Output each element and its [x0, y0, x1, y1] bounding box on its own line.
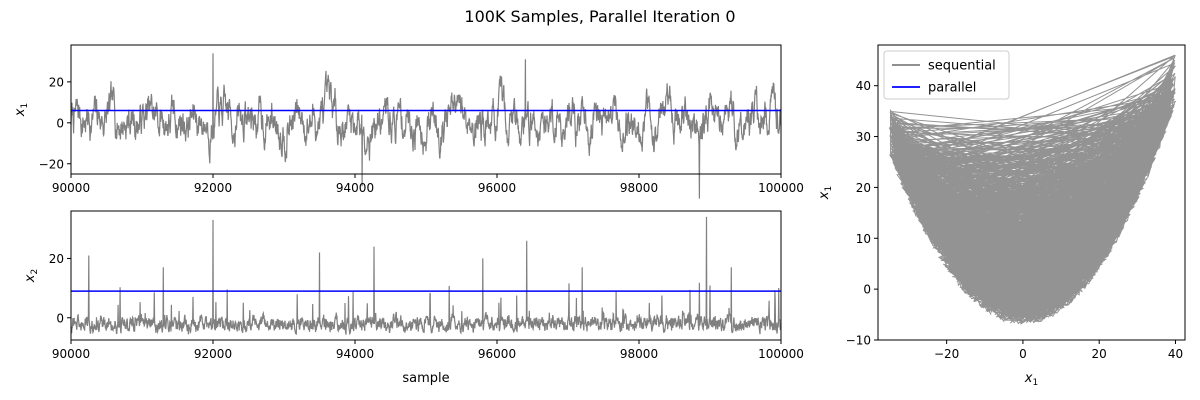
y-axis-label: x1 [13, 103, 30, 117]
plot-frame [70, 44, 782, 175]
x-tick-label: 90000 [52, 347, 90, 361]
legend-label-parallel: parallel [928, 81, 976, 96]
y-axis-label: x1 [817, 186, 834, 200]
x-tick-label: 100000 [758, 347, 804, 361]
x-tick-label: −20 [934, 347, 959, 361]
axes-trace-x1: 90000 92000 94000 96000 98000 100000 −20 0 20 x1 [13, 44, 804, 199]
y-tick-label: 0 [863, 283, 871, 297]
x-tick-label: 90000 [52, 181, 90, 195]
x-tick-label: 94000 [336, 181, 374, 195]
axes-scatter-x1-x1: −20 0 20 40 −10 0 10 20 30 40 x1 x1 sequential parall… [817, 44, 1186, 388]
series-sequential-line [888, 54, 1177, 325]
figure-title: 100K Samples, Parallel Iteration 0 [464, 7, 735, 26]
y-tick-label: 30 [856, 130, 871, 144]
y-tick-label: 40 [856, 79, 871, 93]
x-tick-label: 20 [1092, 347, 1107, 361]
axes-trace-x2: 90000 92000 94000 96000 98000 100000 0 20 x2 samp… [23, 210, 804, 386]
y-tick-label: 0 [56, 311, 64, 325]
plot-frame [70, 210, 782, 341]
y-tick-label: 20 [856, 181, 871, 195]
y-tick-label: 0 [56, 116, 64, 130]
legend-label-sequential: sequential [928, 59, 996, 74]
y-tick-label: 20 [49, 75, 64, 89]
x-tick-label: 92000 [194, 347, 232, 361]
x-axis-label: sample [402, 371, 449, 386]
x-tick-label: 40 [1168, 347, 1183, 361]
y-tick-label: 20 [49, 252, 64, 266]
y-tick-label: 10 [856, 232, 871, 246]
x-axis-label: x1 [1024, 371, 1038, 388]
x-tick-label: 94000 [336, 347, 374, 361]
y-tick-label: −20 [39, 157, 64, 171]
plot-frame [877, 44, 1186, 341]
y-tick-label: −10 [846, 334, 871, 348]
x-tick-label: 96000 [478, 347, 516, 361]
legend: sequential parallel [883, 50, 1010, 100]
x-tick-label: 98000 [620, 347, 658, 361]
series-sequential-line [70, 53, 782, 199]
x-tick-label: 98000 [620, 181, 658, 195]
x-tick-label: 0 [1019, 347, 1027, 361]
x-tick-label: 100000 [758, 181, 804, 195]
x-tick-label: 96000 [478, 181, 516, 195]
series-sequential-line [70, 216, 782, 336]
x-tick-label: 92000 [194, 181, 232, 195]
y-axis-label: x2 [23, 269, 40, 283]
